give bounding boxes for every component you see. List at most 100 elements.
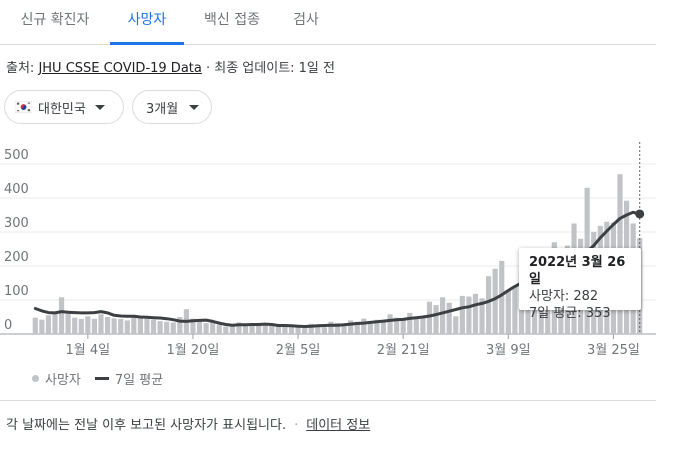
deaths-bar — [472, 293, 479, 334]
deaths-bar — [236, 322, 242, 334]
tab-new-cases-label: 신규 확진자 — [20, 12, 90, 28]
deaths-bar — [72, 317, 78, 334]
deaths-bar — [288, 325, 295, 334]
deaths-bar — [111, 318, 117, 334]
deaths-bar — [269, 325, 275, 334]
x-axis: 1월 4일 1월 20일 2월 5일 2월 21일 3월 9일 3월 25일 — [66, 334, 640, 358]
deaths-bar — [328, 321, 334, 334]
deaths-bar — [137, 317, 143, 334]
deaths-bar — [91, 318, 97, 334]
deaths-bar — [52, 312, 58, 334]
legend-line-marker — [94, 377, 109, 380]
source-link[interactable]: JHU CSSE COVID-19 Data — [38, 61, 202, 76]
active-tab-indicator — [110, 42, 184, 45]
x-tick-label: 2월 5일 — [276, 343, 321, 358]
data-info-link[interactable]: 데이터 정보 — [306, 418, 371, 433]
hover-point — [635, 209, 645, 219]
deaths-bar — [190, 318, 196, 334]
deaths-bar — [170, 322, 176, 334]
deaths-bar — [104, 317, 111, 334]
deaths-bar — [216, 324, 222, 334]
tab-deaths-label: 사망자 — [127, 12, 167, 28]
deaths-bar — [262, 324, 268, 334]
deaths-bar — [361, 318, 367, 334]
deaths-bar — [45, 315, 52, 334]
x-tick-label: 1월 20일 — [167, 343, 220, 358]
tooltip-average: 7일 평균: 353 — [529, 306, 611, 321]
deaths-bar — [407, 312, 413, 334]
footer: 각 날짜에는 전날 이후 보고된 사망자가 표시됩니다. · 데이터 정보 — [6, 418, 371, 433]
deaths-bar — [144, 318, 150, 334]
deaths-bar — [512, 286, 518, 334]
deaths-bar — [124, 320, 130, 334]
deaths-bar — [492, 268, 498, 334]
deaths-bar — [157, 321, 163, 334]
deaths-bar — [58, 297, 65, 334]
deaths-bar — [282, 325, 288, 334]
deaths-bar — [177, 317, 183, 334]
country-dropdown[interactable]: 대한민국 — [4, 90, 124, 124]
tab-tests[interactable]: 검사 — [280, 0, 332, 44]
footer-divider — [0, 400, 656, 401]
x-tick-label: 3월 9일 — [486, 343, 531, 358]
deaths-bar — [308, 323, 314, 334]
deaths-bar — [32, 317, 38, 334]
deaths-bar — [78, 319, 84, 334]
period-dropdown[interactable]: 3개월 — [132, 90, 212, 124]
source-line: 출처: JHU CSSE COVID-19 Data · 최종 업데이트: 1일… — [6, 57, 335, 76]
y-tick-label: 400 — [4, 182, 29, 197]
tab-new-cases[interactable]: 신규 확진자 — [14, 0, 96, 44]
deaths-bar — [341, 324, 347, 334]
deaths-bar — [249, 325, 255, 334]
deaths-bar — [380, 320, 387, 334]
deaths-bar — [65, 313, 71, 334]
deaths-bar — [196, 321, 203, 334]
deaths-bar — [374, 319, 380, 334]
chevron-down-icon — [94, 104, 105, 110]
deaths-bar — [98, 314, 104, 334]
deaths-bar — [433, 305, 439, 334]
deaths-bar — [394, 317, 400, 334]
deaths-bar — [334, 323, 341, 334]
deaths-bar — [203, 323, 209, 334]
deaths-bar — [413, 318, 419, 334]
legend-bars-label: 사망자 — [45, 373, 81, 388]
tooltip-date: 2022년 3월 26일 — [529, 255, 626, 287]
deaths-bar — [420, 317, 426, 334]
deaths-bar — [459, 295, 465, 334]
y-tick-label: 100 — [4, 284, 29, 299]
deaths-bar — [479, 298, 485, 334]
korea-flag-icon — [15, 101, 32, 113]
deaths-bar — [315, 325, 321, 334]
last-updated: · 최종 업데이트: 1일 전 — [201, 61, 335, 76]
deaths-bar — [499, 260, 505, 334]
chart-legend: 사망자 7일 평균 — [32, 369, 163, 388]
x-tick-label: 2월 21일 — [377, 343, 430, 358]
deaths-bar — [295, 326, 301, 334]
tab-tests-label: 검사 — [293, 12, 319, 28]
deaths-bar — [440, 297, 446, 334]
chart-tooltip: 2022년 3월 26일 사망자: 282 7일 평균: 353 — [519, 248, 641, 321]
source-prefix: 출처: — [6, 61, 39, 76]
deaths-bar — [348, 320, 354, 334]
chevron-down-icon — [189, 104, 200, 110]
deaths-bar — [131, 316, 137, 334]
deaths-bar — [150, 319, 157, 334]
x-tick-label: 3월 25일 — [587, 343, 640, 358]
y-tick-label: 0 — [4, 318, 12, 333]
country-dropdown-label: 대한민국 — [38, 101, 86, 117]
deaths-bar — [275, 326, 281, 334]
deaths-bar — [39, 319, 45, 334]
footer-note: 각 날짜에는 전날 이후 보고된 사망자가 표시됩니다. — [6, 418, 287, 433]
deaths-bar — [223, 326, 229, 334]
tab-vaccination[interactable]: 백신 접종 — [196, 0, 268, 44]
deaths-bar — [354, 321, 360, 334]
tab-deaths[interactable]: 사망자 — [110, 0, 184, 45]
y-tick-label: 200 — [4, 250, 29, 265]
y-axis: 0 100 200 300 400 500 — [4, 148, 29, 333]
deaths-bar — [164, 321, 170, 334]
deaths-bar — [85, 316, 91, 334]
tab-bar: 신규 확진자 사망자 백신 접종 검사 — [0, 0, 656, 45]
deaths-bar — [229, 325, 235, 334]
deaths-bar — [505, 290, 511, 334]
